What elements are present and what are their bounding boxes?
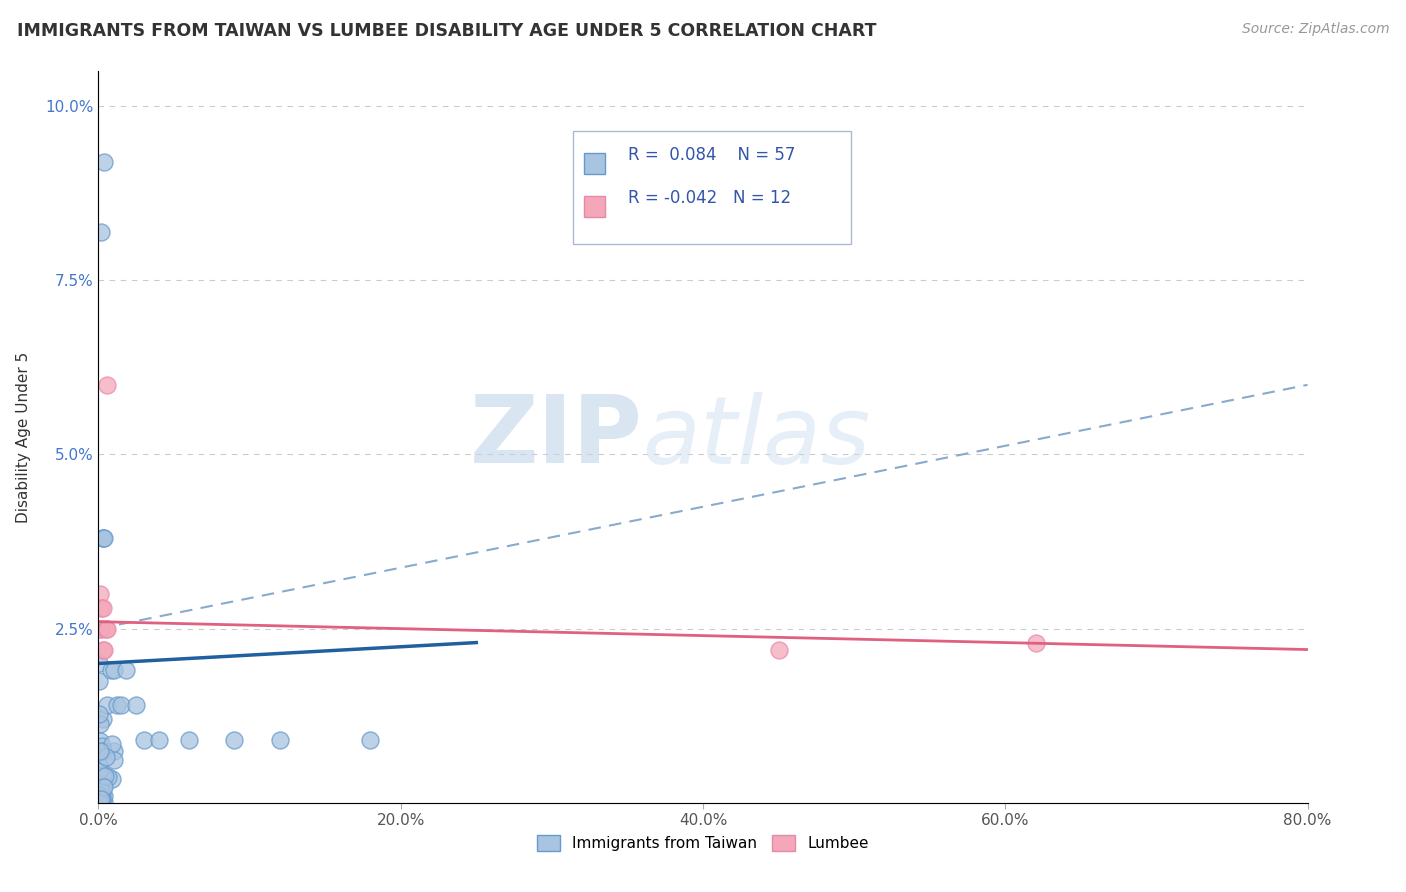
Text: IMMIGRANTS FROM TAIWAN VS LUMBEE DISABILITY AGE UNDER 5 CORRELATION CHART: IMMIGRANTS FROM TAIWAN VS LUMBEE DISABIL… (17, 22, 876, 40)
Point (89, 587, 111, 601)
Point (93, 642, 115, 657)
Point (89, 717, 111, 731)
Point (132, 733, 155, 747)
Legend: Immigrants from Taiwan, Lumbee: Immigrants from Taiwan, Lumbee (531, 830, 875, 857)
Point (103, 664, 125, 678)
Point (89, 793, 111, 807)
Point (89, 764, 111, 778)
Point (91, 793, 114, 807)
Point (89, 622, 111, 636)
Point (105, 698, 128, 713)
Point (100, 664, 122, 678)
Point (91, 744, 114, 758)
Point (103, 744, 125, 758)
Point (89, 734, 111, 748)
Point (90, 622, 112, 636)
Point (148, 733, 170, 747)
Point (89, 785, 111, 799)
Point (114, 664, 136, 678)
Point (89, 674, 111, 689)
Point (101, 772, 124, 786)
Point (91, 779, 114, 793)
Point (89, 782, 111, 797)
Point (768, 642, 790, 657)
Point (94, 768, 117, 782)
Point (103, 753, 125, 767)
Point (89, 788, 111, 802)
Point (93, 780, 115, 795)
Point (179, 733, 201, 747)
Point (96, 377, 118, 392)
Point (94, 622, 117, 636)
Text: atlas: atlas (643, 392, 870, 483)
Point (90, 739, 112, 754)
Point (269, 733, 291, 747)
Point (91, 600, 114, 615)
Text: R =  0.084    N = 57: R = 0.084 N = 57 (628, 146, 796, 164)
Point (90, 794, 112, 808)
Point (96, 698, 118, 712)
Point (101, 737, 124, 751)
Point (91, 642, 114, 657)
Point (1024, 635, 1046, 649)
Point (90, 791, 112, 805)
Point (89, 796, 111, 810)
Point (91, 531, 114, 545)
Point (89, 780, 111, 795)
Point (110, 698, 132, 713)
Point (90, 600, 112, 615)
Point (96, 622, 118, 636)
Point (89, 782, 111, 797)
Point (89, 657, 111, 671)
Point (90, 225, 112, 239)
Point (89, 744, 111, 758)
Point (89, 706, 111, 721)
Point (93, 531, 115, 545)
Point (89, 790, 111, 805)
Point (93, 789, 115, 803)
Point (91, 712, 114, 726)
Point (91, 768, 114, 782)
Y-axis label: Disability Age Under 5: Disability Age Under 5 (17, 351, 31, 523)
Point (89, 792, 111, 806)
Point (96, 770, 118, 784)
Point (91, 531, 114, 545)
Text: Source: ZipAtlas.com: Source: ZipAtlas.com (1241, 22, 1389, 37)
Point (94, 750, 117, 764)
Text: R = -0.042   N = 12: R = -0.042 N = 12 (628, 189, 792, 207)
Text: ZIP: ZIP (470, 391, 643, 483)
Point (93, 155, 115, 169)
Point (89, 758, 111, 772)
Point (90, 788, 112, 802)
Point (224, 733, 246, 747)
Point (360, 733, 382, 747)
Point (93, 795, 115, 809)
Point (90, 784, 112, 798)
Point (89, 785, 111, 799)
Point (125, 698, 148, 713)
Point (90, 791, 112, 805)
